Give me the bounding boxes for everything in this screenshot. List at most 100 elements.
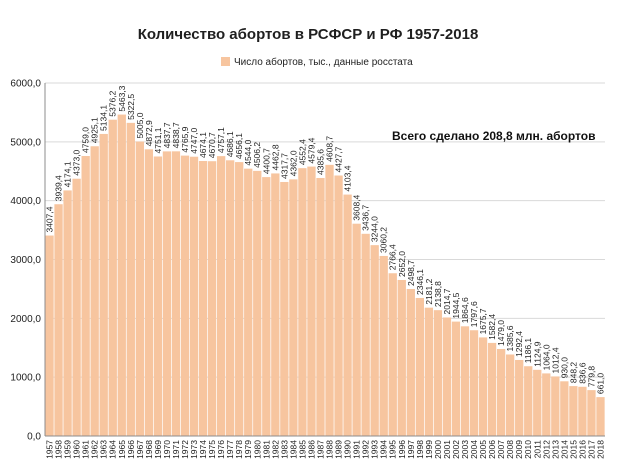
bar-2014 (560, 381, 569, 436)
data-label-1963: 5134,1 (99, 105, 109, 131)
y-tick-label: 4000,0 (10, 196, 41, 207)
bars (45, 114, 605, 437)
x-tick-label-1999: 1999 (424, 440, 434, 459)
data-label-2014: 930,0 (559, 357, 569, 379)
bar-1957 (45, 235, 54, 436)
bar-1971 (171, 151, 181, 436)
data-label-2011: 1124,9 (532, 341, 542, 367)
bar-1968 (144, 149, 154, 436)
bar-2003 (460, 326, 470, 436)
x-tick-label-2012: 2012 (541, 440, 551, 459)
data-label-2005: 1675,7 (478, 308, 488, 334)
x-tick-label-1962: 1962 (90, 440, 100, 459)
x-tick-label-1968: 1968 (144, 440, 154, 459)
bar-2004 (469, 330, 479, 436)
data-label-2006: 1582,4 (487, 314, 497, 340)
bar-1973 (189, 156, 199, 436)
x-tick-label-2008: 2008 (505, 440, 515, 459)
bar-1961 (81, 156, 90, 436)
bar-1978 (235, 162, 244, 436)
bar-1980 (253, 170, 262, 436)
x-tick-label-1992: 1992 (361, 440, 371, 459)
data-label-1998: 2346,1 (415, 269, 425, 295)
x-tick-label-2007: 2007 (496, 440, 506, 459)
bar-2007 (496, 348, 506, 436)
bar-1970 (162, 151, 172, 436)
x-tick-label-1983: 1983 (279, 440, 289, 459)
data-label-1964: 5376,2 (108, 90, 118, 116)
bar-1969 (153, 156, 163, 437)
bar-2016 (578, 386, 587, 436)
bar-1993 (370, 245, 379, 436)
data-label-1984: 4362,0 (288, 150, 298, 176)
x-tick-label-1979: 1979 (243, 440, 253, 459)
x-tick-label-2016: 2016 (577, 440, 587, 459)
data-label-1962: 4925,1 (90, 117, 100, 143)
bar-1994 (379, 255, 388, 436)
bar-1965 (117, 114, 126, 436)
data-label-1978: 4656,1 (234, 133, 244, 159)
bar-1979 (244, 168, 253, 436)
x-tick-label-1972: 1972 (180, 440, 190, 459)
bar-1974 (198, 161, 208, 436)
data-label-1959: 4174,1 (63, 161, 73, 187)
bar-1998 (415, 297, 424, 436)
bar-1991 (352, 223, 361, 436)
data-label-2008: 1385,6 (505, 325, 515, 351)
x-tick-label-2017: 2017 (586, 440, 596, 459)
x-tick-label-1973: 1973 (189, 440, 199, 459)
data-label-1994: 3060,2 (379, 227, 389, 253)
x-tick-label-1998: 1998 (415, 440, 425, 459)
data-label-2001: 2014,7 (442, 288, 452, 314)
data-label-2010: 1186,1 (523, 338, 533, 364)
bar-1987 (316, 177, 325, 437)
x-tick-label-2014: 2014 (559, 440, 569, 459)
x-tick-label-2009: 2009 (514, 440, 524, 459)
y-tick-label: 6000,0 (10, 79, 41, 90)
data-label-1996: 2652,0 (397, 251, 407, 277)
data-label-2016: 836,6 (577, 362, 587, 384)
bar-1962 (90, 146, 99, 437)
bar-1988 (325, 164, 334, 436)
data-label-1999: 2181,2 (424, 278, 434, 304)
bar-2001 (442, 317, 452, 436)
bar-1960 (72, 178, 81, 436)
x-tick-label-1995: 1995 (388, 440, 398, 459)
data-label-1976: 4757,1 (216, 127, 226, 153)
bar-1990 (343, 194, 352, 436)
data-label-1992: 3436,7 (361, 205, 371, 231)
data-label-1981: 4400,7 (261, 148, 271, 174)
x-tick-label-1967: 1967 (135, 440, 145, 459)
x-tick-label-1990: 1990 (343, 440, 353, 459)
data-label-2018: 661,0 (595, 373, 605, 395)
x-tick-label-1984: 1984 (288, 440, 298, 459)
data-label-2017: 779,8 (586, 366, 596, 388)
x-tick-label-1989: 1989 (334, 440, 344, 459)
bar-2012 (542, 373, 551, 436)
x-tick-label-2015: 2015 (568, 440, 578, 459)
x-tick-label-1985: 1985 (297, 440, 307, 459)
bar-1964 (108, 119, 117, 436)
bar-1997 (406, 288, 415, 436)
x-tick-label-1958: 1958 (54, 440, 64, 459)
data-label-2002: 1944,5 (451, 292, 461, 318)
bar-1966 (126, 122, 135, 437)
x-tick-label-1957: 1957 (45, 440, 55, 459)
y-tick-label: 2000,0 (10, 314, 41, 325)
bar-1959 (63, 190, 72, 436)
y-tick-label: 3000,0 (10, 255, 41, 266)
x-tick-label-1994: 1994 (379, 440, 389, 459)
x-tick-label-1986: 1986 (306, 440, 316, 459)
data-label-2013: 1012,4 (550, 347, 560, 373)
bar-1972 (180, 155, 190, 437)
x-tick-label-2001: 2001 (442, 440, 452, 459)
x-tick-label-2004: 2004 (469, 440, 479, 459)
bar-1985 (298, 168, 307, 437)
data-label-1970: 4837,7 (162, 122, 172, 148)
bar-1992 (361, 233, 370, 436)
x-tick-label-2010: 2010 (523, 440, 533, 459)
data-label-1966: 5322,5 (126, 94, 136, 120)
bar-2013 (551, 376, 560, 436)
bar-2010 (524, 366, 533, 436)
